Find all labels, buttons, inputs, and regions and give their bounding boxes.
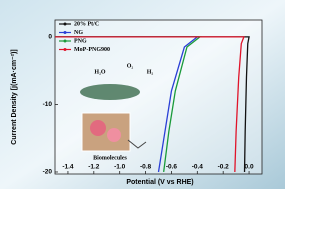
y-tick-label: -10 [43, 101, 53, 108]
annotation: H₂ [147, 69, 154, 75]
legend-label: NG [74, 30, 83, 36]
annotation: Biomolecules [93, 155, 127, 161]
legend-label: 20% Pt/C [74, 21, 99, 27]
legend-marker [63, 39, 67, 43]
x-tick-label: -0.4 [192, 164, 204, 171]
legend-label: MoP-PNG900 [74, 47, 110, 53]
flower [107, 128, 121, 142]
x-tick-label: -0.6 [166, 164, 178, 171]
legend-label: PNG [74, 38, 87, 44]
legend-marker [63, 48, 67, 51]
line-series [55, 36, 245, 172]
annotation: O₂ [127, 63, 134, 69]
y-tick-label: -20 [43, 169, 53, 176]
page: Potential (V vs RHE) Current Density [j(… [0, 0, 285, 189]
x-tick-label: -1.0 [114, 164, 126, 171]
x-tick-label: -0.8 [140, 164, 152, 171]
x-tick-label: 0.0 [245, 164, 254, 171]
y-tick-label: 0 [48, 34, 52, 41]
chart: Potential (V vs RHE) Current Density [j(… [0, 0, 285, 189]
flower [90, 120, 106, 136]
x-axis-label: Potential (V vs RHE) [126, 179, 193, 186]
molecule [127, 139, 147, 149]
x-tick-label: -1.2 [88, 164, 100, 171]
legend-marker [63, 22, 67, 26]
legend-marker [63, 31, 67, 34]
flower-photo [81, 112, 131, 152]
annotation: H₂O [94, 69, 105, 75]
catalyst-sheet [80, 84, 140, 100]
x-tick-label: -1.4 [62, 164, 74, 171]
y-axis-label: Current Density [j(mA·cm⁻²)] [11, 49, 18, 144]
x-tick-label: -0.2 [218, 164, 230, 171]
